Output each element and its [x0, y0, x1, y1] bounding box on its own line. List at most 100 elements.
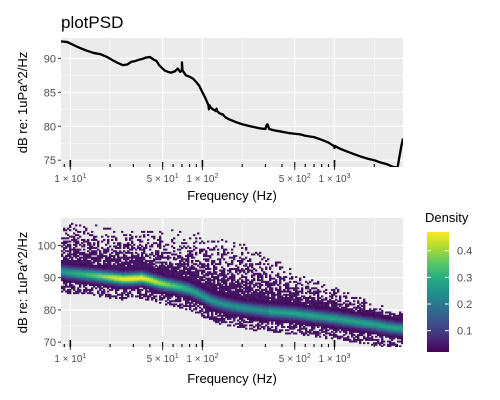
density-cell: [397, 317, 400, 320]
density-cell: [395, 322, 398, 325]
density-cell: [311, 324, 314, 327]
density-cell: [69, 248, 72, 251]
density-cell: [111, 272, 114, 275]
density-cell: [219, 279, 222, 282]
density-cell: [361, 308, 364, 311]
density-cell: [299, 324, 302, 327]
density-cell: [255, 306, 258, 309]
density-cell: [187, 258, 190, 261]
density-cell: [209, 317, 212, 320]
density-cell: [307, 305, 310, 308]
density-cell: [137, 264, 140, 267]
density-cell: [235, 298, 238, 301]
density-cell: [91, 276, 94, 279]
density-cell: [279, 330, 282, 333]
density-cell: [79, 267, 82, 270]
density-cell: [335, 305, 338, 308]
density-cell: [263, 263, 266, 266]
density-cell: [279, 290, 282, 293]
bottom-y-tick-label: 80: [44, 305, 56, 317]
density-cell: [125, 276, 128, 279]
density-cell: [229, 298, 232, 301]
density-cell: [265, 274, 268, 277]
density-cell: [77, 263, 80, 266]
density-cell: [241, 261, 244, 264]
density-cell: [99, 295, 102, 298]
density-cell: [317, 295, 320, 298]
density-cell: [239, 290, 242, 293]
density-cell: [249, 316, 252, 319]
density-cell: [71, 238, 74, 241]
density-cell: [107, 267, 110, 270]
density-cell: [215, 276, 218, 279]
density-cell: [267, 308, 270, 311]
density-cell: [135, 277, 138, 280]
density-cell: [345, 300, 348, 303]
density-cell: [159, 292, 162, 295]
density-cell: [197, 259, 200, 262]
density-cell: [67, 274, 70, 277]
density-cell: [73, 259, 76, 262]
density-cell: [221, 253, 224, 256]
density-cell: [195, 293, 198, 296]
density-cell: [301, 308, 304, 311]
density-cell: [323, 324, 326, 327]
density-cell: [341, 316, 344, 319]
density-cell: [209, 300, 212, 303]
density-cell: [87, 288, 90, 291]
density-cell: [277, 274, 280, 277]
density-cell: [107, 242, 110, 245]
density-cell: [219, 305, 222, 308]
density-cell: [121, 298, 124, 301]
density-cell: [201, 282, 204, 285]
density-cell: [283, 271, 286, 274]
density-cell: [253, 319, 256, 322]
density-cell: [357, 338, 360, 341]
density-cell: [247, 259, 250, 262]
density-cell: [213, 272, 216, 275]
density-cell: [277, 314, 280, 317]
density-cell: [253, 292, 256, 295]
density-cell: [151, 267, 154, 270]
density-cell: [73, 271, 76, 274]
density-cell: [389, 311, 392, 314]
density-cell: [333, 319, 336, 322]
density-cell: [113, 267, 116, 270]
density-cell: [75, 242, 78, 245]
density-cell: [71, 256, 74, 259]
density-cell: [159, 271, 162, 274]
density-cell: [219, 261, 222, 264]
density-cell: [201, 250, 204, 253]
density-cell: [175, 290, 178, 293]
density-cell: [271, 322, 274, 325]
density-cell: [265, 282, 268, 285]
density-cell: [157, 287, 160, 290]
density-cell: [151, 285, 154, 288]
density-cell: [197, 300, 200, 303]
density-cell: [183, 242, 186, 245]
density-cell: [91, 264, 94, 267]
density-cell: [363, 316, 366, 319]
density-cell: [205, 295, 208, 298]
density-cell: [243, 311, 246, 314]
density-cell: [293, 309, 296, 312]
density-cell: [215, 271, 218, 274]
density-cell: [141, 263, 144, 266]
density-cell: [299, 279, 302, 282]
density-cell: [193, 267, 196, 270]
density-cell: [209, 306, 212, 309]
density-cell: [315, 313, 318, 316]
density-cell: [295, 287, 298, 290]
density-cell: [191, 271, 194, 274]
density-cell: [351, 334, 354, 337]
density-cell: [245, 308, 248, 311]
density-cell: [175, 300, 178, 303]
density-cell: [207, 316, 210, 319]
density-cell: [95, 259, 98, 262]
density-cell: [83, 276, 86, 279]
density-cell: [123, 258, 126, 261]
density-cell: [245, 298, 248, 301]
density-cell: [391, 322, 394, 325]
density-cell: [265, 306, 268, 309]
density-cell: [309, 311, 312, 314]
